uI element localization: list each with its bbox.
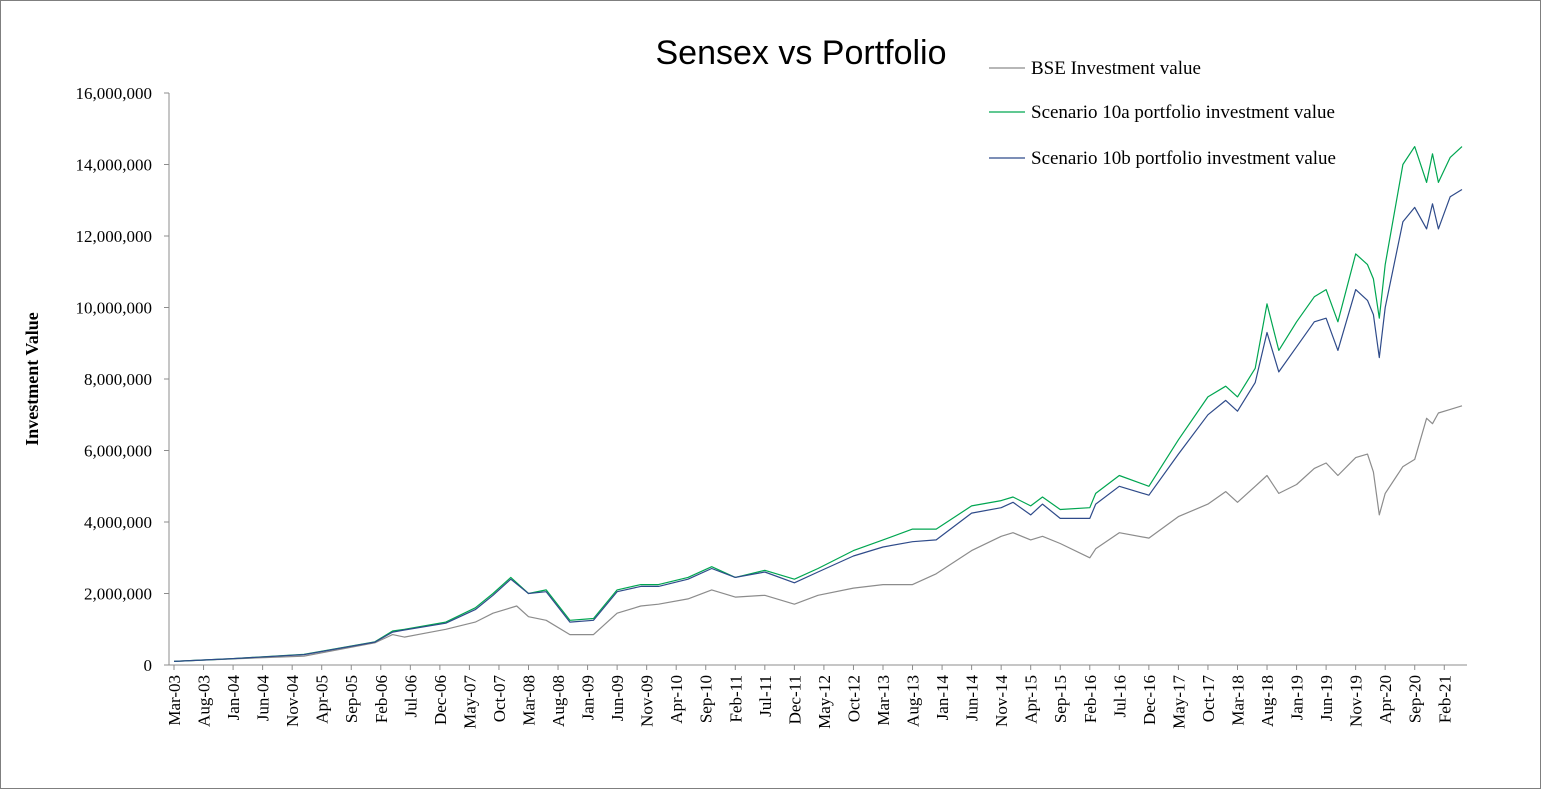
y-tick-label: 10,000,000 <box>76 299 153 318</box>
x-tick-label: May-17 <box>1169 675 1188 729</box>
y-tick-label: 2,000,000 <box>84 585 152 604</box>
x-tick-label: Jan-04 <box>224 675 243 721</box>
x-tick-label: Sep-15 <box>1051 675 1070 723</box>
x-tick-label: Jan-09 <box>579 675 598 720</box>
x-tick-label: Feb-06 <box>372 675 391 723</box>
series-line-2 <box>173 146 1463 662</box>
x-tick-label: Apr-15 <box>1022 675 1041 724</box>
x-tick-label: Apr-10 <box>667 675 686 724</box>
x-tick-label: Jun-09 <box>608 675 627 721</box>
x-tick-label: Feb-16 <box>1081 675 1100 723</box>
y-tick-label: 6,000,000 <box>84 442 152 461</box>
x-tick-label: May-07 <box>460 675 479 729</box>
x-tick-label: Nov-04 <box>283 675 302 727</box>
x-tick-label: Jun-14 <box>963 675 982 722</box>
x-tick-label: Aug-08 <box>549 675 568 727</box>
x-tick-label: Nov-14 <box>992 675 1011 727</box>
x-tick-label: Jun-04 <box>254 675 273 722</box>
x-tick-label: Mar-08 <box>519 675 538 726</box>
y-tick-label: 0 <box>144 656 153 675</box>
series-layer <box>173 146 1463 662</box>
x-tick-label: Aug-13 <box>904 675 923 727</box>
y-tick-label: 4,000,000 <box>84 513 152 532</box>
x-axis-ticks: Mar-03 Aug-03 Jan-04 Jun-04 Nov-04 Apr-05 Sep-… <box>165 665 1454 729</box>
x-tick-label: Mar-03 <box>165 675 184 726</box>
x-tick-label: Feb-21 <box>1435 675 1454 723</box>
y-tick-label: 12,000,000 <box>76 227 153 246</box>
x-tick-label: Jan-14 <box>933 675 952 721</box>
x-tick-label: Mar-18 <box>1228 675 1247 726</box>
x-tick-label: Feb-11 <box>726 675 745 723</box>
x-tick-label: May-12 <box>815 675 834 729</box>
x-tick-label: Apr-05 <box>313 675 332 724</box>
x-tick-label: Jan-19 <box>1288 675 1307 720</box>
x-tick-label: Jul-11 <box>756 675 775 717</box>
x-tick-label: Sep-10 <box>697 675 716 723</box>
series-line-3 <box>173 188 1463 662</box>
x-tick-label: Nov-09 <box>638 675 657 727</box>
x-tick-label: Oct-17 <box>1199 675 1218 723</box>
x-tick-label: Sep-20 <box>1406 675 1425 723</box>
legend-label-3: Scenario 10b portfolio investment value <box>1031 148 1336 169</box>
x-tick-label: Jul-06 <box>401 675 420 718</box>
y-tick-label: 16,000,000 <box>76 84 153 103</box>
x-tick-label: Oct-12 <box>844 675 863 722</box>
x-tick-label: Dec-16 <box>1140 675 1159 725</box>
legend: BSE Investment value Scenario 10a portfol… <box>989 58 1336 169</box>
x-tick-label: Oct-07 <box>490 675 509 723</box>
x-tick-label: Nov-19 <box>1347 675 1366 727</box>
x-tick-label: Apr-20 <box>1376 675 1395 724</box>
x-tick-label: Aug-18 <box>1258 675 1277 727</box>
chart-title: Sensex vs Portfolio <box>655 34 946 72</box>
y-tick-label: 14,000,000 <box>76 156 153 175</box>
x-tick-label: Jul-16 <box>1110 675 1129 718</box>
legend-label-1: BSE Investment value <box>1031 58 1201 79</box>
x-tick-label: Dec-06 <box>431 675 450 725</box>
legend-label-2: Scenario 10a portfolio investment value <box>1031 102 1335 123</box>
x-tick-label: Aug-03 <box>195 675 214 727</box>
y-axis-title: Investment Value <box>22 312 42 446</box>
series-line-1 <box>173 405 1463 662</box>
y-tick-label: 8,000,000 <box>84 370 152 389</box>
x-tick-label: Sep-05 <box>342 675 361 723</box>
x-tick-label: Jun-19 <box>1317 675 1336 721</box>
y-axis-ticks: 0 2,000,000 4,000,000 6,000,000 8,000,000 10,… <box>76 84 169 675</box>
x-tick-label: Mar-13 <box>874 675 893 726</box>
x-tick-label: Dec-11 <box>785 675 804 724</box>
